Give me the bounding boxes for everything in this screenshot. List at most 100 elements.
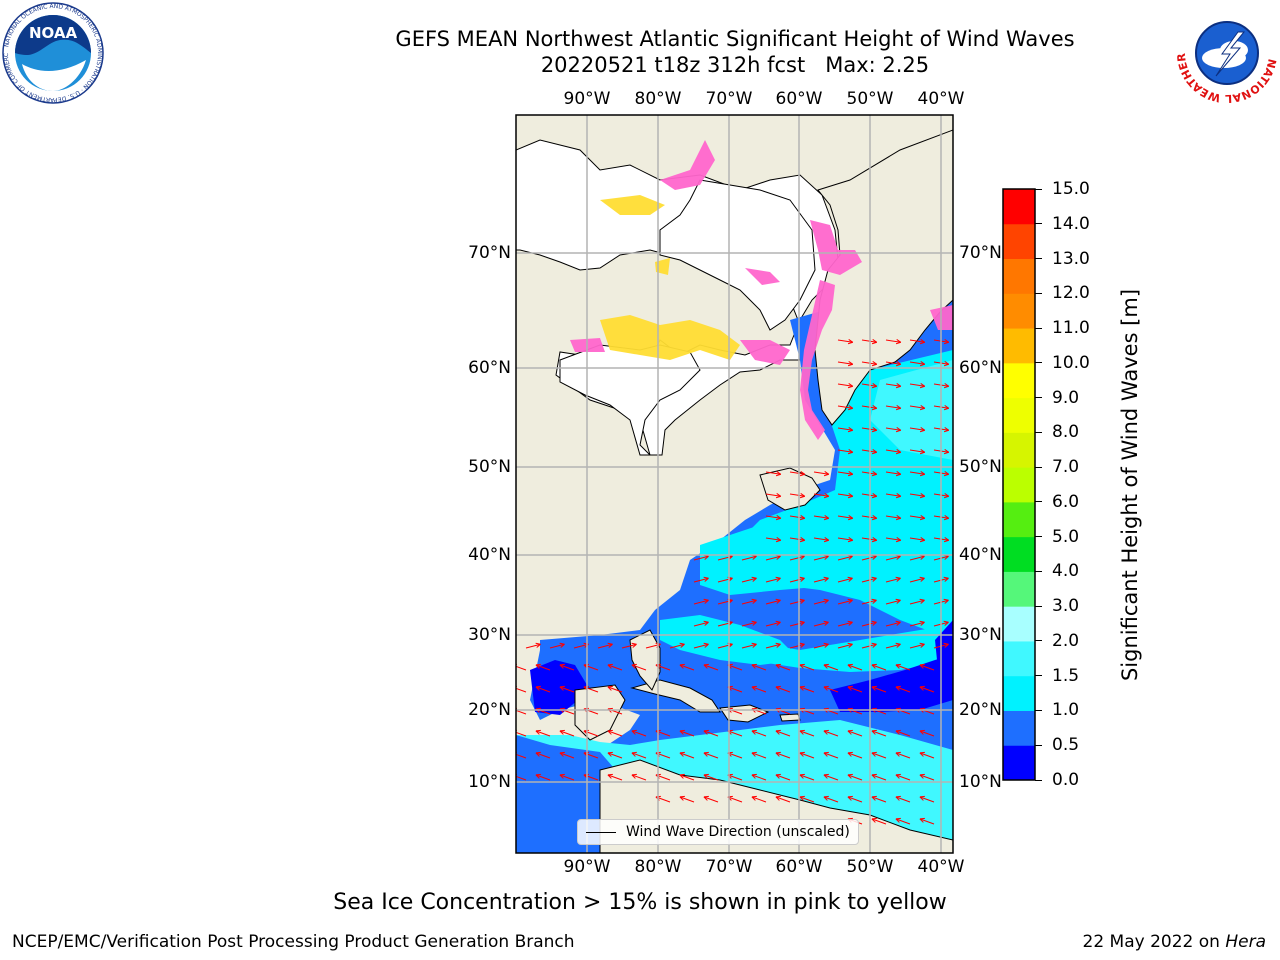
wave-direction-arrowhead: [871, 427, 878, 433]
nws-logo: NATIONAL WEATHER SERVICE: [1176, 2, 1278, 104]
colorbar-tick-label: 5.0: [1052, 526, 1080, 547]
wave-direction-arrowhead: [751, 685, 757, 691]
colorbar-tick-mark: [1035, 570, 1042, 572]
wave-direction-arrowhead: [943, 598, 949, 604]
wave-direction-arrowhead: [631, 751, 637, 757]
wave-direction-arrowhead: [871, 361, 878, 367]
wave-direction-arrow: [535, 686, 551, 693]
wave-direction-arrow: [837, 621, 853, 627]
colorbar-bin: [1003, 640, 1035, 677]
wave-direction-arrow: [631, 774, 647, 781]
wave-direction-arrowhead: [535, 642, 541, 648]
wave-direction-arrow: [751, 686, 767, 693]
wave-direction-arrowhead: [559, 663, 565, 669]
wave-direction-arrowhead: [799, 537, 806, 543]
colorbar-tick-label: 4.0: [1052, 561, 1080, 582]
wave-direction-arrowhead: [943, 405, 950, 411]
wave-direction-arrow: [693, 621, 709, 627]
wave-direction-arrowhead: [631, 729, 637, 735]
wave-direction-arrow: [789, 621, 805, 627]
wave-direction-arrowhead: [703, 795, 709, 801]
wave-direction-arrow: [799, 796, 815, 803]
sea-ice-band: [810, 220, 862, 275]
wave-direction-arrow: [895, 730, 911, 737]
wave-direction-arrow: [909, 383, 925, 387]
wave-direction-arrow: [679, 730, 695, 737]
wave-direction-arrowhead: [919, 339, 926, 345]
lat-label-left: 50°N: [468, 457, 511, 477]
lon-label-bottom: 40°W: [917, 857, 965, 877]
wave-direction-arrowhead: [919, 383, 926, 389]
wave-direction-arrow: [837, 361, 853, 365]
wave-direction-arrow: [823, 664, 839, 671]
wave-direction-arrowhead: [895, 361, 902, 367]
wave-direction-arrow: [765, 577, 781, 583]
wave-direction-arrow: [909, 449, 925, 453]
wave-direction-arrowhead: [895, 642, 901, 648]
sea-ice-band: [740, 340, 790, 365]
wave-direction-arrow: [741, 577, 757, 583]
wave-direction-arrowhead: [799, 471, 806, 477]
wave-direction-arrow: [895, 796, 911, 803]
wave-direction-arrow: [823, 774, 839, 781]
wave-direction-arrow: [717, 643, 733, 649]
wave-direction-arrowhead: [919, 471, 926, 477]
colorbar-bin: [1003, 362, 1035, 399]
wave-direction-arrowhead: [559, 729, 565, 735]
wave-direction-arrow: [789, 555, 805, 561]
wave-direction-arrow: [837, 339, 853, 343]
colorbar-tick-mark: [1035, 362, 1042, 364]
wave-direction-arrow: [871, 730, 887, 737]
lon-label-top: 70°W: [705, 89, 753, 109]
wave-direction-arrowhead: [751, 620, 757, 626]
wave-direction-arrowhead: [775, 620, 781, 626]
wave-direction-arrow: [789, 471, 805, 475]
wave-direction-arrowhead: [895, 795, 901, 801]
wave-direction-arrow: [823, 686, 839, 693]
wave-direction-arrow: [607, 664, 623, 671]
wave-direction-arrowhead: [895, 773, 901, 779]
wave-direction-arrow: [885, 555, 901, 561]
wave-direction-arrowhead: [559, 642, 565, 648]
wave-direction-arrowhead: [847, 576, 853, 582]
wave-direction-arrow: [799, 774, 815, 781]
wave-direction-arrowhead: [775, 663, 781, 669]
wave-direction-arrowhead: [703, 598, 709, 604]
ocean-region: [740, 625, 953, 672]
wave-direction-arrow: [679, 774, 695, 781]
puerto-rico: [779, 713, 801, 722]
wave-direction-arrowhead: [895, 493, 902, 499]
wave-direction-arrowhead: [943, 449, 950, 455]
lon-label-bottom: 90°W: [563, 857, 611, 877]
wave-direction-arrowhead: [895, 405, 902, 411]
colorbar-bin: [1003, 432, 1035, 468]
map-area: [516, 115, 953, 853]
colorbar-tick-label: 2.0: [1052, 630, 1080, 651]
wave-direction-arrowhead: [607, 773, 613, 779]
colorbar-tick-label: 1.5: [1052, 665, 1080, 686]
wave-direction-arrow: [789, 643, 805, 649]
wave-direction-arrowhead: [847, 361, 854, 367]
wave-direction-arrow: [789, 577, 805, 583]
wave-direction-arrowhead: [703, 620, 709, 626]
wave-direction-arrow: [789, 493, 805, 497]
wave-direction-arrowhead: [799, 576, 805, 582]
wave-direction-arrowhead: [775, 576, 781, 582]
wave-direction-arrow: [717, 577, 733, 583]
wave-direction-arrow: [885, 405, 901, 409]
colorbar-bin: [1003, 536, 1035, 572]
wave-direction-arrow: [765, 621, 781, 627]
colorbar-tick-mark: [1035, 605, 1042, 607]
wave-direction-arrowhead: [631, 663, 637, 669]
wave-direction-arrowhead: [919, 449, 926, 455]
wave-direction-arrowhead: [559, 773, 565, 779]
wave-direction-arrowhead: [799, 773, 805, 779]
wave-direction-arrow: [741, 599, 757, 605]
colorbar-tick-mark: [1035, 640, 1042, 642]
wave-direction-arrowhead: [847, 795, 853, 801]
wave-direction-arrow: [789, 537, 805, 541]
wave-direction-arrow: [607, 686, 623, 693]
wave-direction-arrowhead: [871, 598, 877, 604]
wave-direction-arrow: [799, 752, 815, 759]
wave-direction-arrowhead: [823, 773, 829, 779]
